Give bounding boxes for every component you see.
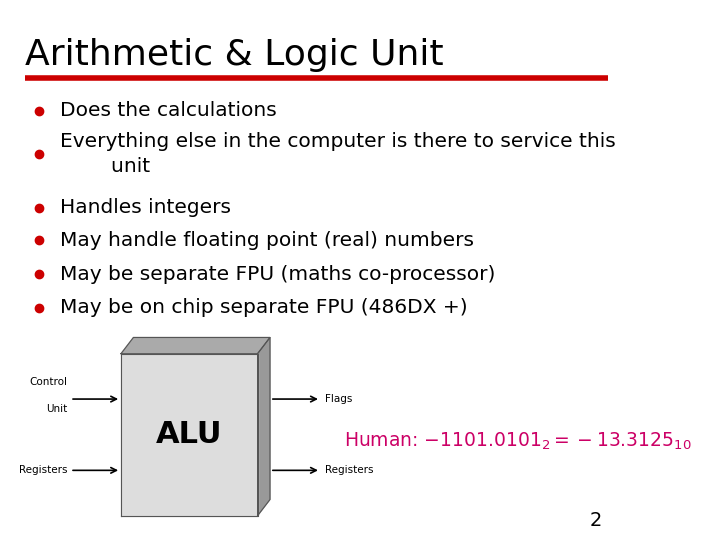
Text: Arithmetic & Logic Unit: Arithmetic & Logic Unit	[24, 38, 444, 72]
Text: Handles integers: Handles integers	[60, 198, 231, 218]
Text: Everything else in the computer is there to service this
        unit: Everything else in the computer is there…	[60, 132, 616, 176]
Text: Unit: Unit	[46, 404, 67, 415]
Text: Registers: Registers	[325, 465, 373, 475]
Polygon shape	[121, 338, 270, 354]
Text: Flags: Flags	[325, 394, 352, 404]
Text: May handle floating point (real) numbers: May handle floating point (real) numbers	[60, 231, 474, 250]
Text: ALU: ALU	[156, 420, 222, 449]
Polygon shape	[258, 338, 270, 516]
Text: Control: Control	[29, 377, 67, 387]
Text: Does the calculations: Does the calculations	[60, 101, 277, 120]
Text: Human: $-1101.0101_2 = -13.3125_{10}$: Human: $-1101.0101_2 = -13.3125_{10}$	[344, 430, 692, 452]
Text: Registers: Registers	[19, 465, 67, 475]
Text: May be separate FPU (maths co-processor): May be separate FPU (maths co-processor)	[60, 265, 495, 284]
Text: May be on chip separate FPU (486DX +): May be on chip separate FPU (486DX +)	[60, 298, 468, 318]
Text: 2: 2	[590, 511, 602, 530]
Polygon shape	[121, 354, 258, 516]
